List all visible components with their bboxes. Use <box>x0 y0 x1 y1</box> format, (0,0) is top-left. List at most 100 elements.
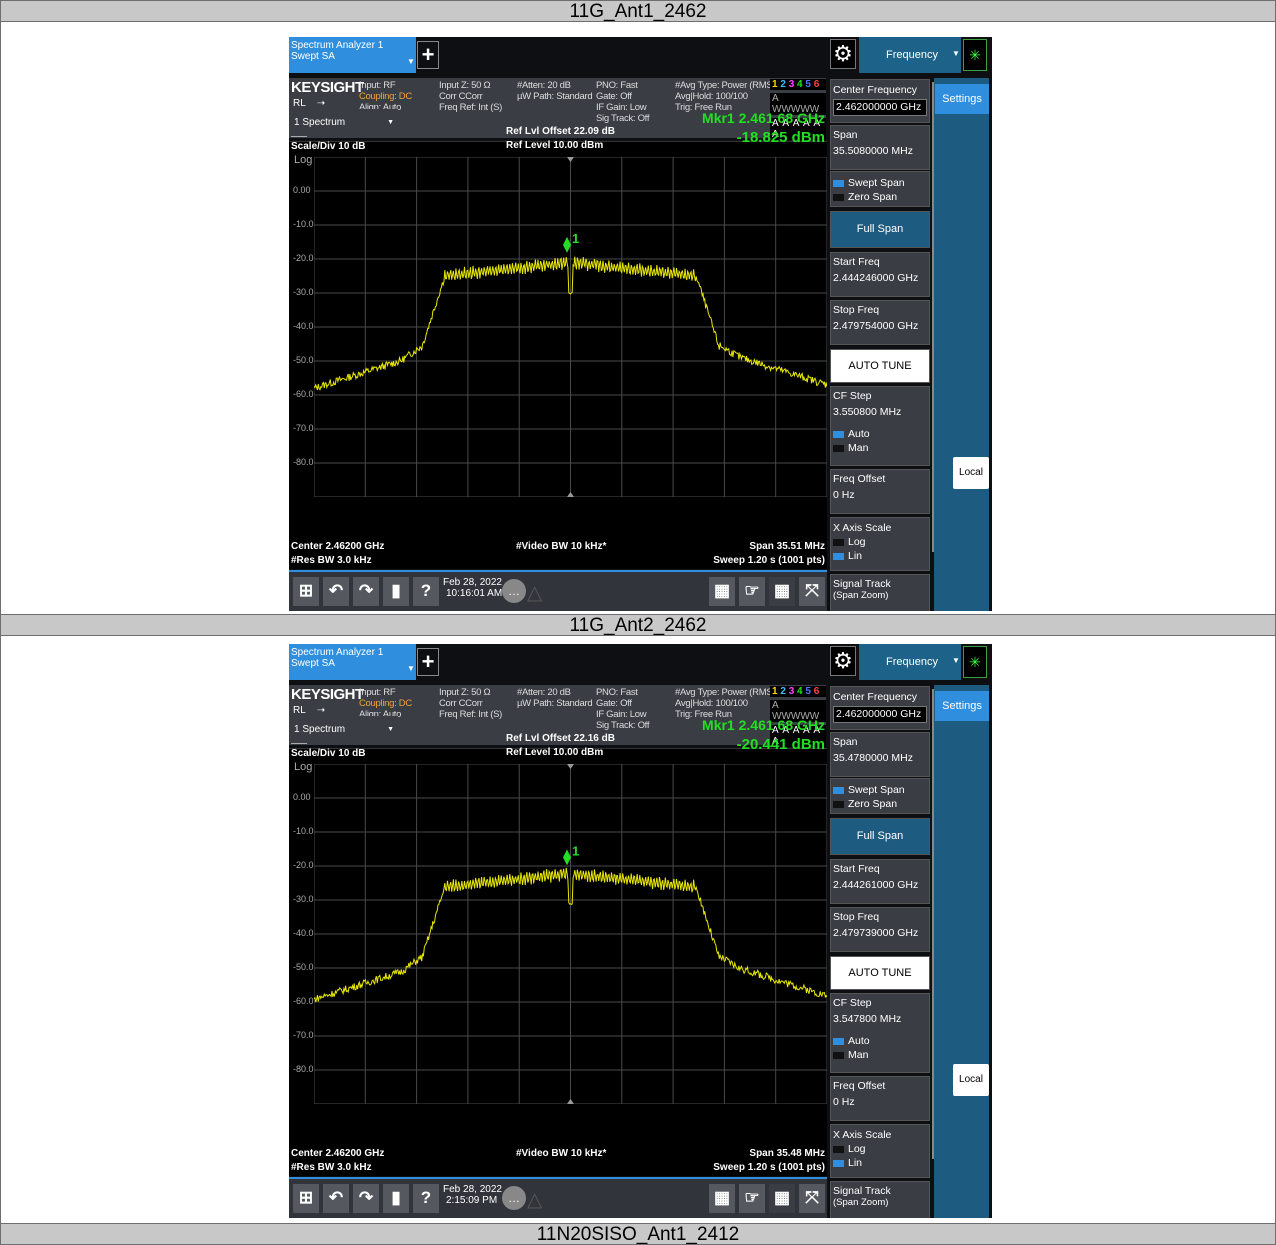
trace-indicator[interactable]: 1 2 3 4 5 6 A WWWWW A A A A A A <box>770 686 826 747</box>
center-frequency-field[interactable]: 2.462000000 GHz <box>833 99 927 116</box>
plot-panel[interactable] <box>289 748 827 1176</box>
span-control[interactable]: Span 35.4780000 MHz <box>830 732 930 777</box>
analyzer-tab[interactable]: Spectrum Analyzer 1 Swept SA <box>289 37 416 73</box>
x-axis-scale-control[interactable]: X Axis Scale Log Lin <box>830 1124 930 1178</box>
stop-freq-control[interactable]: Stop Freq 2.479754000 GHz <box>830 300 930 345</box>
start-freq-control[interactable]: Start Freq 2.444246000 GHz <box>830 252 930 297</box>
span-mode-group[interactable]: Swept Span Zero Span <box>830 778 930 814</box>
span-mode-group[interactable]: Swept Span Zero Span <box>830 171 930 207</box>
plot-panel[interactable] <box>289 141 827 569</box>
cf-step-control[interactable]: CF Step 3.550800 MHz Auto Man <box>830 386 930 466</box>
x-log-option[interactable]: Log <box>833 535 927 549</box>
maximize-icon[interactable]: ⤧ <box>799 1184 825 1213</box>
side-panel <box>934 685 989 1218</box>
y-tick-label: 0.00 <box>293 185 311 195</box>
frequency-menu-tab[interactable]: Frequency <box>859 644 961 680</box>
freq-offset-control[interactable]: Freq Offset 0 Hz <box>830 1076 930 1121</box>
windows-icon[interactable]: ⊞ <box>293 1184 319 1213</box>
x-log-option[interactable]: Log <box>833 1142 927 1156</box>
chat-icon[interactable]: … <box>502 1186 526 1210</box>
span-control[interactable]: Span 35.5080000 MHz <box>830 125 930 170</box>
undo-icon[interactable]: ↶ <box>323 577 349 606</box>
stop-freq-control[interactable]: Stop Freq 2.479739000 GHz <box>830 907 930 952</box>
keypad-icon[interactable]: ▦ <box>709 1184 735 1213</box>
add-screen-button[interactable]: + <box>417 648 439 676</box>
zero-span-option[interactable]: Zero Span <box>833 190 927 204</box>
add-screen-button[interactable]: + <box>417 41 439 69</box>
spectrum-window-selector[interactable]: 1 Spectrum ▼ <box>291 716 398 743</box>
analyzer-tab[interactable]: Spectrum Analyzer 1 Swept SA <box>289 644 416 680</box>
x-lin-option[interactable]: Lin <box>833 549 927 563</box>
chevron-down-icon[interactable]: ▼ <box>407 57 415 66</box>
center-frequency-control[interactable]: Center Frequency 2.462000000 GHz <box>830 686 930 730</box>
layout-icon[interactable]: ▦ <box>769 1184 795 1213</box>
spectrum-plot[interactable]: 1 <box>314 157 827 497</box>
maximize-icon[interactable]: ⤧ <box>799 577 825 606</box>
trace-modes: A WWWWW <box>770 700 826 722</box>
scrollbar[interactable] <box>932 82 935 552</box>
trace-detectors: A A A A A A <box>770 725 826 747</box>
chevron-down-icon[interactable]: ▼ <box>952 656 960 665</box>
redo-icon[interactable]: ↷ <box>353 577 379 606</box>
start-freq-control[interactable]: Start Freq 2.444261000 GHz <box>830 859 930 904</box>
res-bw-readout: #Res BW 3.0 kHz <box>291 1162 372 1173</box>
scale-div: Scale/Div 10 dB <box>291 748 366 759</box>
help-icon[interactable]: ? <box>413 577 439 606</box>
swept-span-option[interactable]: Swept Span <box>833 783 927 797</box>
center-marker-tick <box>567 764 574 769</box>
trace-indicator[interactable]: 1 2 3 4 5 6 A WWWWW A A A A A A <box>770 79 826 140</box>
center-frequency-field[interactable]: 2.462000000 GHz <box>833 706 927 723</box>
zero-span-option[interactable]: Zero Span <box>833 797 927 811</box>
full-span-button[interactable]: Full Span <box>830 211 930 248</box>
signal-track-control[interactable]: Signal Track (Span Zoom) <box>830 574 930 611</box>
scrollbar[interactable] <box>932 689 935 1159</box>
cf-man-option[interactable]: Man <box>833 441 927 455</box>
gear-icon[interactable]: ⚙ <box>830 39 856 69</box>
spectrum-plot[interactable]: 1 <box>314 764 827 1104</box>
touch-icon[interactable]: ☞ <box>739 1184 765 1213</box>
input-info: Input: RF Coupling: DC Align: Auto <box>359 80 412 113</box>
y-tick-label: -20.0 <box>293 860 314 870</box>
keypad-icon[interactable]: ▦ <box>709 577 735 606</box>
scale-div: Scale/Div 10 dB <box>291 141 366 152</box>
local-button[interactable]: Local <box>953 457 989 489</box>
help-icon[interactable]: ? <box>413 1184 439 1213</box>
freq-offset-control[interactable]: Freq Offset 0 Hz <box>830 469 930 514</box>
touch-icon[interactable]: ☞ <box>739 577 765 606</box>
full-span-button[interactable]: Full Span <box>830 818 930 855</box>
file-icon[interactable]: ▮ <box>383 577 409 606</box>
redo-icon[interactable]: ↷ <box>353 1184 379 1213</box>
signal-track-control[interactable]: Signal Track (Span Zoom) <box>830 1181 930 1218</box>
trace-numbers: 1 2 3 4 5 6 <box>770 79 826 90</box>
spectrum-window-selector[interactable]: 1 Spectrum ▼ <box>291 109 398 136</box>
auto-tune-button[interactable]: AUTO TUNE <box>830 956 930 990</box>
swept-span-option[interactable]: Swept Span <box>833 176 927 190</box>
marker-1-icon <box>563 236 571 253</box>
datetime: Feb 28, 2022 2:15:09 PM <box>443 1184 502 1206</box>
undo-icon[interactable]: ↶ <box>323 1184 349 1213</box>
auto-tune-button[interactable]: AUTO TUNE <box>830 349 930 383</box>
settings-tab[interactable]: Settings <box>935 84 989 114</box>
settings-tab[interactable]: Settings <box>935 691 989 721</box>
file-icon[interactable]: ▮ <box>383 1184 409 1213</box>
cf-auto-option[interactable]: Auto <box>833 427 927 441</box>
y-tick-label: -10.0 <box>293 219 314 229</box>
cf-man-option[interactable]: Man <box>833 1048 927 1062</box>
chevron-down-icon[interactable]: ▼ <box>952 49 960 58</box>
frequency-menu-tab[interactable]: Frequency <box>859 37 961 73</box>
cf-auto-option[interactable]: Auto <box>833 1034 927 1048</box>
local-button[interactable]: Local <box>953 1064 989 1096</box>
center-frequency-control[interactable]: Center Frequency 2.462000000 GHz <box>830 79 930 123</box>
brand-logo: KEYSIGHT <box>291 686 364 703</box>
chevron-down-icon[interactable]: ▼ <box>407 664 415 673</box>
windows-icon[interactable]: ⊞ <box>293 577 319 606</box>
center-marker-tick <box>567 492 574 497</box>
x-axis-scale-control[interactable]: X Axis Scale Log Lin <box>830 517 930 571</box>
y-tick-label: -10.0 <box>293 826 314 836</box>
cf-step-control[interactable]: CF Step 3.547800 MHz Auto Man <box>830 993 930 1073</box>
chat-icon[interactable]: … <box>502 579 526 603</box>
y-tick-label: -20.0 <box>293 253 314 263</box>
layout-icon[interactable]: ▦ <box>769 577 795 606</box>
x-lin-option[interactable]: Lin <box>833 1156 927 1170</box>
gear-icon[interactable]: ⚙ <box>830 646 856 676</box>
